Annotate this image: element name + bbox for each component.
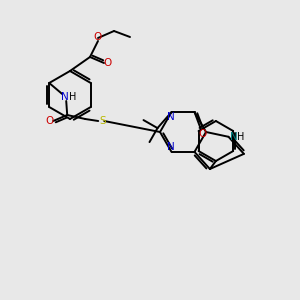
Text: S: S (99, 116, 106, 126)
Text: O: O (94, 32, 102, 42)
Text: N: N (61, 92, 69, 102)
Text: N: N (167, 142, 174, 152)
Text: H: H (68, 92, 76, 102)
Text: O: O (198, 129, 207, 139)
Text: O: O (45, 116, 53, 126)
Text: N: N (167, 112, 174, 122)
Text: O: O (104, 58, 112, 68)
Text: N: N (230, 132, 237, 142)
Text: H: H (237, 132, 244, 142)
